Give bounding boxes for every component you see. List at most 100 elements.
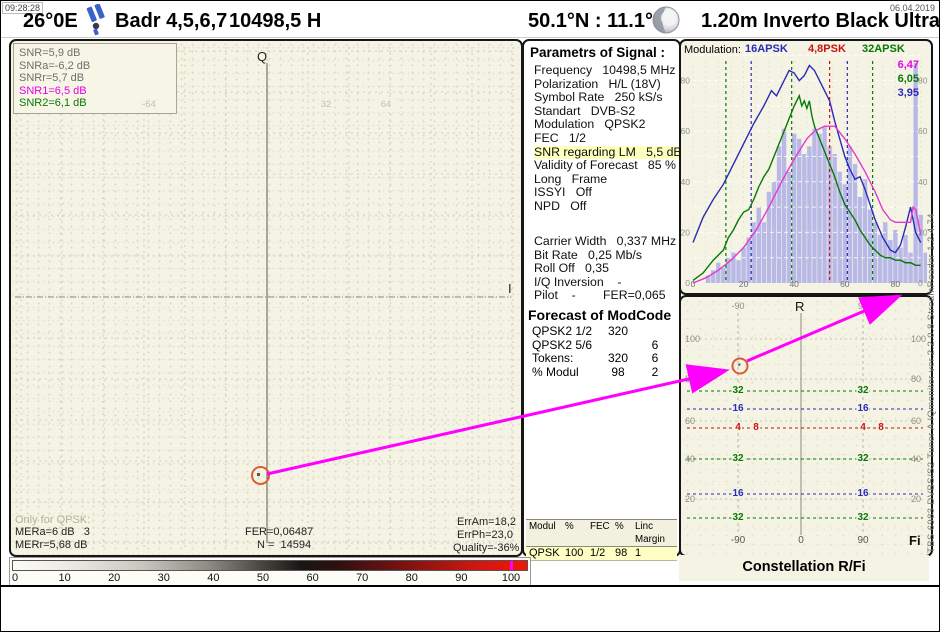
signal-param-row: Standart DVB-S2 [534,103,636,118]
rfi-y-tick: 100 [911,334,927,344]
mod-level-label: 32 [731,452,745,464]
svg-text:20: 20 [681,227,690,237]
svg-text:80: 80 [681,76,690,86]
forecast-cell [640,325,670,339]
modcode-header-cell: FEC [590,521,610,532]
svg-text:80: 80 [891,279,901,289]
scale-tick: 30 [157,572,170,584]
snr-readout: 6,47 [897,59,919,71]
forecast-cell: QPSK2 5/6 [532,337,593,352]
mod-level-label: 32 [856,384,870,396]
mod-level-label: 16 [731,487,745,499]
modcode-value-cell: 98 [615,547,628,559]
modcode-value-cell: 1 [635,547,642,559]
mod-level-label: 4 [734,421,742,433]
globe-icon [651,5,681,35]
svg-text:20: 20 [739,279,749,289]
fi-axis-label: Fi [909,533,921,548]
rfi-y-tick: 20 [685,494,696,504]
scale-tick: 80 [405,572,418,584]
scale-tick: 60 [306,572,319,584]
svg-text:40: 40 [789,279,799,289]
snr-box: SNR=5,9 dB SNRa=-6,2 dB SNRr=5,7 dB SNR1=6,… [13,43,177,114]
forecast-row: QPSK2 5/6 6 [532,337,679,353]
mod-level-label: 32 [856,511,870,523]
modcode-header-cell: % [565,521,574,532]
forecast-cell: 98 [611,364,625,379]
snr-reading: SNR=5,9 dB [19,47,81,59]
svg-text:20: 20 [918,227,927,237]
forecast-cell: 2 [651,364,659,379]
forecast-cell: 6 [651,351,659,366]
site-coords-label: 50.1°N : 11.1°E [528,10,667,32]
scale-tick: 10 [58,572,71,584]
mod-level-label: 4 [859,421,867,433]
header-separator [1,37,939,38]
svg-text:60: 60 [840,279,850,289]
constellation-iq-panel[interactable]: Q I SNR=5,9 dB SNRa=-6,2 dB SNRr=5,7 dB SNR… [9,39,523,557]
mod-level-label: 32 [856,452,870,464]
mod-level-label: 16 [731,402,745,414]
i-axis-label: I [508,281,512,296]
signal-panel-title: Parametrs of Signal : [530,45,666,60]
signal-param-row: Roll Off 0,35 [534,261,609,276]
snr-readout: 3,95 [897,87,919,99]
signal-parameters-panel: Parametrs of Signal : Frequency 10498,5 … [522,39,687,561]
scale-tick: 50 [256,572,270,584]
q-axis-label: Q [257,49,268,64]
forecast-table: QPSK2 1/2 320 QPSK2 5/6 6 Tokens: 320 6% Modul… [524,324,679,379]
rfi-y-tick: 40 [685,454,696,464]
iq-grid-label: 64 [378,99,394,110]
signal-point-marker[interactable] [251,466,270,485]
signal-param-row: SNR regarding LM 5,5 dB [534,145,687,160]
svg-text:0: 0 [685,278,690,288]
signal-param-row: Long Frame [534,171,608,186]
mod-level-label: 8 [752,421,760,433]
erram-value: ErrAm=18,2 [457,516,516,528]
scale-tick: 90 [455,572,468,584]
quality-marker [510,561,513,570]
modcode-value-cell: 1/2 [590,547,606,559]
svg-text:0: 0 [691,279,696,289]
fer-value: FER=0,06487 [245,526,314,538]
forecast-cell: QPSK2 1/2 [532,324,593,338]
scale-tick: 100 [501,572,521,584]
modcode-header-cell: Linc Margin [635,521,665,545]
signal-parameter-list-2: Carrier Width 0,337 MHz Bit Rate 0,25 Mb/… [524,234,679,303]
forecast-cell: % Modul [532,364,579,379]
constellation-rfi-panel[interactable]: R Fi 32 32 16 16 4 8 4 8 32 32 16 16 32 32 -90 90 -90 0 90… [679,295,933,557]
scale-tick: 40 [207,572,220,584]
mod-level-label: 8 [877,421,885,433]
rfi-top-tick: 90 [857,301,869,311]
scale-tick: 20 [108,572,121,584]
signal-param-row: ISSYI Off [534,185,592,200]
snr-reading: SNR1=6,5 dB [19,84,87,97]
rfi-y-tick: 40 [911,454,922,464]
forecast-cell: 320 [607,351,629,366]
transponder-label: 10498,5 H [229,10,322,32]
merr-value: MERr=5,68 dB [15,539,88,551]
clock: 09:28:28 [2,2,44,14]
rfi-bottom-tick: -90 [730,535,746,546]
date-label: 06.04.2019 [889,3,935,13]
rfi-y-tick: 60 [911,416,922,426]
satellite-name-label: Badr 4,5,6,7 [115,10,228,32]
modcode-table: Modul% FEC% Linc Margin QPSK 100 1/2 98 1 [526,519,677,561]
snr-readout: 6,05 [897,73,919,85]
snr-reading: SNRr=5,7 dB [19,72,85,84]
histogram-title: Modulation: [684,44,741,56]
modulation-histogram-panel[interactable]: Modulation: 0 0 20 20 40 40 60 60 80 80 0 20 40 60 80 … [679,39,933,295]
forecast-cell: Tokens: [532,351,574,366]
svg-text:40: 40 [681,177,690,187]
signal-param-row: I/Q Inversion - [534,274,622,289]
legend-16apsk: 16APSK [745,43,788,55]
errph-value: ErrPh=23,0 [457,529,513,541]
signal-param-row: Frequency 10498,5 MHz [534,63,676,77]
mod-level-label: 16 [856,487,870,499]
legend-4,8psk: 4,8PSK [808,43,846,55]
bottom-divider [1,585,939,587]
svg-text:60: 60 [918,126,927,136]
rfi-y-tick: 100 [685,334,701,344]
